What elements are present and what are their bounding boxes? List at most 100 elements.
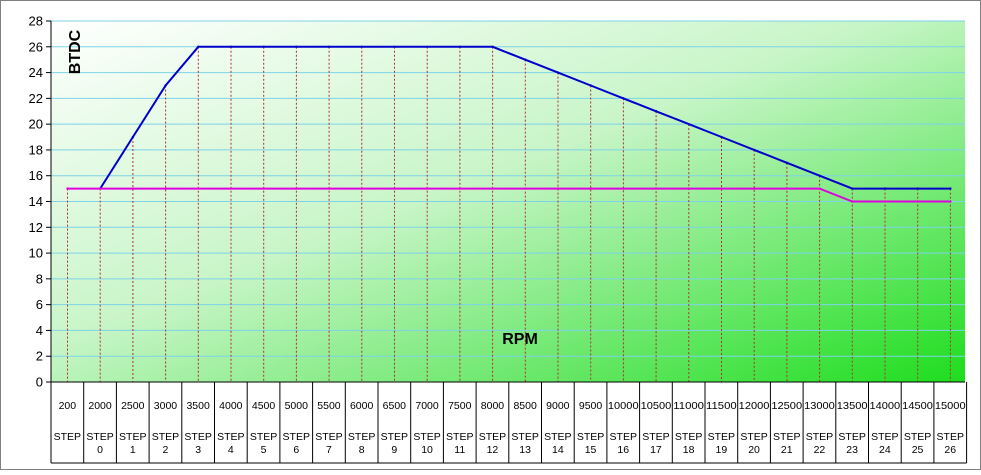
step-number: 16	[617, 444, 629, 456]
series-point-1	[655, 187, 657, 189]
step-number: 3	[195, 444, 201, 456]
y-tick-label: 4	[36, 323, 43, 338]
series-point-1	[786, 187, 788, 189]
series-point-0	[884, 187, 886, 189]
series-point-1	[295, 187, 297, 189]
series-point-0	[132, 136, 134, 138]
x-tick-label: 5000	[285, 400, 309, 412]
x-tick-label: 200	[59, 400, 77, 412]
series-point-1	[720, 187, 722, 189]
x-tick-label: 6000	[350, 400, 374, 412]
step-label: STEP	[773, 431, 800, 443]
series-point-1	[197, 187, 199, 189]
step-label: STEP	[838, 431, 865, 443]
series-point-0	[295, 46, 297, 48]
step-number: 8	[359, 444, 365, 456]
y-tick-label: 2	[36, 349, 43, 364]
series-point-0	[164, 84, 166, 86]
y-tick-label: 26	[29, 39, 43, 54]
series-point-1	[688, 187, 690, 189]
series-point-0	[851, 187, 853, 189]
x-tick-label: 4500	[252, 400, 276, 412]
step-number: 2	[163, 444, 169, 456]
series-point-0	[655, 110, 657, 112]
series-point-1	[459, 187, 461, 189]
series-point-1	[949, 200, 951, 202]
series-point-0	[197, 46, 199, 48]
step-label: STEP	[446, 431, 473, 443]
step-label: STEP	[217, 431, 244, 443]
x-tick-label: 2000	[88, 400, 112, 412]
step-label: STEP	[381, 431, 408, 443]
step-number: 22	[814, 444, 826, 456]
series-point-0	[426, 46, 428, 48]
series-point-1	[132, 187, 134, 189]
step-number: 23	[846, 444, 858, 456]
step-number: 10	[421, 444, 433, 456]
x-tick-label: 13000	[804, 400, 835, 412]
step-label: STEP	[250, 431, 277, 443]
series-point-1	[361, 187, 363, 189]
series-point-0	[524, 58, 526, 60]
step-number: 7	[326, 444, 332, 456]
x-tick-label: 8000	[481, 400, 505, 412]
step-label: STEP	[577, 431, 604, 443]
step-label: STEP	[675, 431, 702, 443]
step-label: STEP	[184, 431, 211, 443]
step-label: STEP	[937, 431, 964, 443]
x-tick-label: 11500	[706, 400, 737, 412]
step-number: 14	[552, 444, 564, 456]
x-tick-label: 10000	[608, 400, 639, 412]
x-axis-title: RPM	[502, 331, 538, 348]
series-point-1	[884, 200, 886, 202]
series-point-0	[818, 175, 820, 177]
x-tick-label: 12500	[771, 400, 802, 412]
y-tick-label: 8	[36, 271, 43, 286]
x-tick-label: 15000	[935, 400, 966, 412]
x-tick-label: 13500	[837, 400, 868, 412]
series-point-1	[590, 187, 592, 189]
series-point-1	[99, 187, 101, 189]
series-point-0	[753, 149, 755, 151]
series-point-0	[459, 46, 461, 48]
x-tick-label: 3000	[154, 400, 178, 412]
y-tick-label: 22	[29, 91, 43, 106]
x-tick-label: 14500	[902, 400, 933, 412]
step-number: 20	[748, 444, 760, 456]
step-number: 0	[97, 444, 103, 456]
step-number: 12	[487, 444, 499, 456]
x-tick-label: 7500	[448, 400, 472, 412]
series-point-0	[917, 187, 919, 189]
step-number: 6	[293, 444, 299, 456]
series-point-0	[590, 84, 592, 86]
step-label: STEP	[119, 431, 146, 443]
series-point-1	[851, 200, 853, 202]
series-point-0	[622, 97, 624, 99]
series-point-0	[720, 136, 722, 138]
series-point-1	[753, 187, 755, 189]
series-point-1	[393, 187, 395, 189]
y-tick-label: 14	[29, 194, 43, 209]
series-point-0	[557, 71, 559, 73]
x-tick-label: 11000	[673, 400, 704, 412]
series-point-0	[688, 123, 690, 125]
x-tick-label: 14000	[870, 400, 901, 412]
y-tick-label: 20	[29, 117, 43, 132]
series-point-1	[263, 187, 265, 189]
step-label: STEP	[348, 431, 375, 443]
step-number: 15	[585, 444, 597, 456]
y-tick-label: 6	[36, 297, 43, 312]
step-label: STEP	[479, 431, 506, 443]
x-tick-label: 3500	[186, 400, 210, 412]
series-point-1	[917, 200, 919, 202]
series-point-0	[393, 46, 395, 48]
step-label: STEP	[642, 431, 669, 443]
y-axis-title: BTDC	[67, 29, 84, 74]
step-number: 25	[912, 444, 924, 456]
step-label: STEP	[315, 431, 342, 443]
step-label: STEP	[740, 431, 767, 443]
x-tick-label: 10500	[641, 400, 672, 412]
step-label: STEP	[86, 431, 113, 443]
y-tick-label: 16	[29, 168, 43, 183]
